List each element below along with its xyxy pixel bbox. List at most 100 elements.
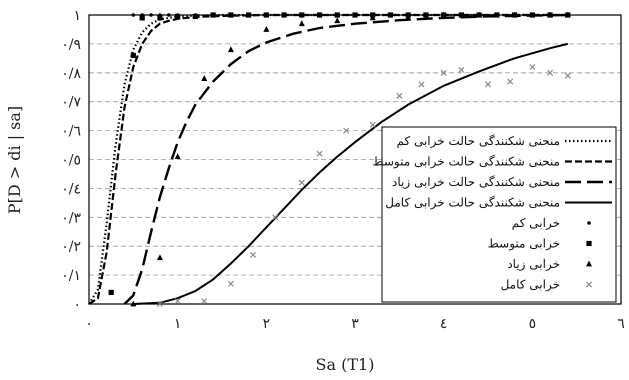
point-triangle-0	[130, 300, 137, 307]
point-square-10	[281, 12, 287, 18]
fragility-curves	[88, 13, 569, 305]
point-triangle-9	[405, 14, 412, 21]
point-square-1	[130, 52, 136, 59]
legend-label-points-0: خرابی کم	[512, 216, 560, 230]
y-tick-label-9: ٠/٩	[61, 37, 81, 53]
point-triangle-11	[476, 11, 483, 18]
point-x-10	[396, 92, 403, 99]
point-x-18	[564, 72, 571, 79]
grid-lines	[89, 43, 621, 276]
point-square-5	[192, 13, 198, 20]
y-tick-label-5: ٠/٥	[61, 153, 81, 169]
point-x-6	[298, 179, 305, 186]
point-square-4	[175, 13, 181, 20]
legend-label-curve-0: منحنی شکنندگی حالت خرابی کم	[396, 134, 560, 148]
point-x-13	[458, 66, 465, 73]
y-axis-title: P[D > di | sa]	[5, 106, 24, 214]
y-tick-label-6: ٠/٦	[61, 124, 81, 140]
point-triangle-13	[547, 11, 554, 18]
y-tick-label-0: ٠	[73, 297, 81, 313]
y-tick-label-3: ٠/٣	[61, 210, 81, 226]
x-tick-label-0: ٠	[85, 316, 93, 332]
point-x-1	[174, 298, 181, 305]
y-tick-label-2: ٠/٢	[61, 239, 81, 255]
point-x-15	[507, 78, 514, 85]
y-tick-label-1: ٠/١	[61, 268, 81, 284]
point-square-24	[529, 12, 535, 18]
point-x-8	[343, 127, 350, 134]
point-triangle-8	[369, 14, 376, 21]
point-square-20	[458, 12, 464, 18]
x-tick-label-1: ١	[174, 316, 182, 332]
point-square-0	[108, 289, 114, 296]
curve-3	[133, 42, 569, 305]
point-square-6	[210, 12, 216, 18]
legend-marker-3	[585, 281, 593, 288]
legend: منحنی شکنندگی حالت خرابی کم منحنی شکنندگی…	[372, 126, 617, 303]
x-axis-ticks: ٠ ١ ٢ ٣ ٤ ٥ ٦	[85, 316, 625, 332]
point-square-9	[263, 12, 269, 18]
x-tick-label-2: ٢	[263, 316, 271, 332]
legend-marker-2	[586, 260, 592, 267]
point-x-12	[440, 69, 447, 76]
point-square-7	[228, 12, 234, 18]
point-square-2	[139, 15, 145, 21]
curve-1	[88, 13, 568, 305]
y-tick-label-10: ١	[73, 8, 81, 24]
legend-marker-0	[587, 221, 591, 225]
y-tick-label-4: ٠/٤	[61, 181, 81, 197]
point-x-16	[529, 63, 536, 71]
point-triangle-4	[227, 46, 234, 53]
point-x-5	[272, 214, 279, 221]
point-square-22	[494, 12, 500, 18]
point-triangle-1	[156, 254, 163, 261]
point-x-14	[484, 81, 492, 88]
point-triangle-6	[298, 20, 305, 27]
legend-label-points-2: خرابی زیاد	[507, 257, 560, 271]
point-square-3	[157, 15, 163, 21]
legend-label-points-3: خرابی کامل	[501, 278, 560, 292]
x-tick-label-6: ٦	[617, 316, 625, 332]
point-triangle-7	[334, 17, 341, 24]
point-triangle-3	[201, 75, 208, 81]
x-axis-title: Sa (T1)	[316, 355, 375, 374]
point-triangle-14	[564, 11, 571, 18]
point-triangle-5	[263, 26, 270, 32]
point-dot-0	[131, 13, 136, 17]
point-square-11	[299, 12, 305, 18]
y-tick-label-7: ٠/٧	[61, 95, 81, 111]
legend-label-curve-3: منحنی شکنندگی حالت خرابی کامل	[385, 196, 560, 210]
point-triangle-10	[440, 11, 447, 18]
point-square-18	[423, 12, 429, 18]
point-dot-2	[149, 13, 153, 17]
curve-2	[123, 13, 568, 305]
x-tick-label-4: ٤	[440, 316, 448, 332]
point-x-7	[316, 150, 323, 157]
point-x-0	[156, 300, 163, 308]
point-square-12	[316, 12, 323, 18]
point-x-4	[250, 251, 257, 258]
y-axis-ticks: ٠ ٠/١ ٠/٢ ٠/٣ ٠/٤ ٠/٥ ٠/٦ ٠/٧ ٠/٨ ٠/٩ ١	[61, 8, 81, 313]
point-x-9	[369, 121, 376, 128]
point-x-11	[418, 81, 425, 88]
point-square-8	[246, 12, 252, 18]
point-square-13	[334, 12, 340, 18]
legend-label-points-1: خرابی متوسط	[488, 237, 560, 251]
observed-points	[108, 11, 571, 308]
legend-marker-1	[586, 240, 592, 247]
legend-box	[381, 126, 617, 303]
legend-label-curve-2: منحنی شکنندگی حالت خرابی زیاد	[392, 175, 560, 189]
point-triangle-12	[511, 11, 518, 18]
point-dot-4	[167, 13, 171, 17]
x-tick-label-5: ٥	[529, 316, 537, 332]
point-square-14	[352, 12, 358, 18]
point-square-16	[387, 12, 394, 18]
y-tick-label-8: ٠/٨	[61, 66, 81, 82]
point-x-17	[547, 69, 554, 76]
x-tick-label-3: ٣	[351, 316, 359, 332]
point-x-3	[227, 280, 234, 287]
legend-label-curve-1: منحنی شکنندگی حالت خرابی متوسط	[372, 155, 560, 169]
point-x-2	[201, 298, 208, 305]
point-triangle-2	[174, 153, 181, 160]
